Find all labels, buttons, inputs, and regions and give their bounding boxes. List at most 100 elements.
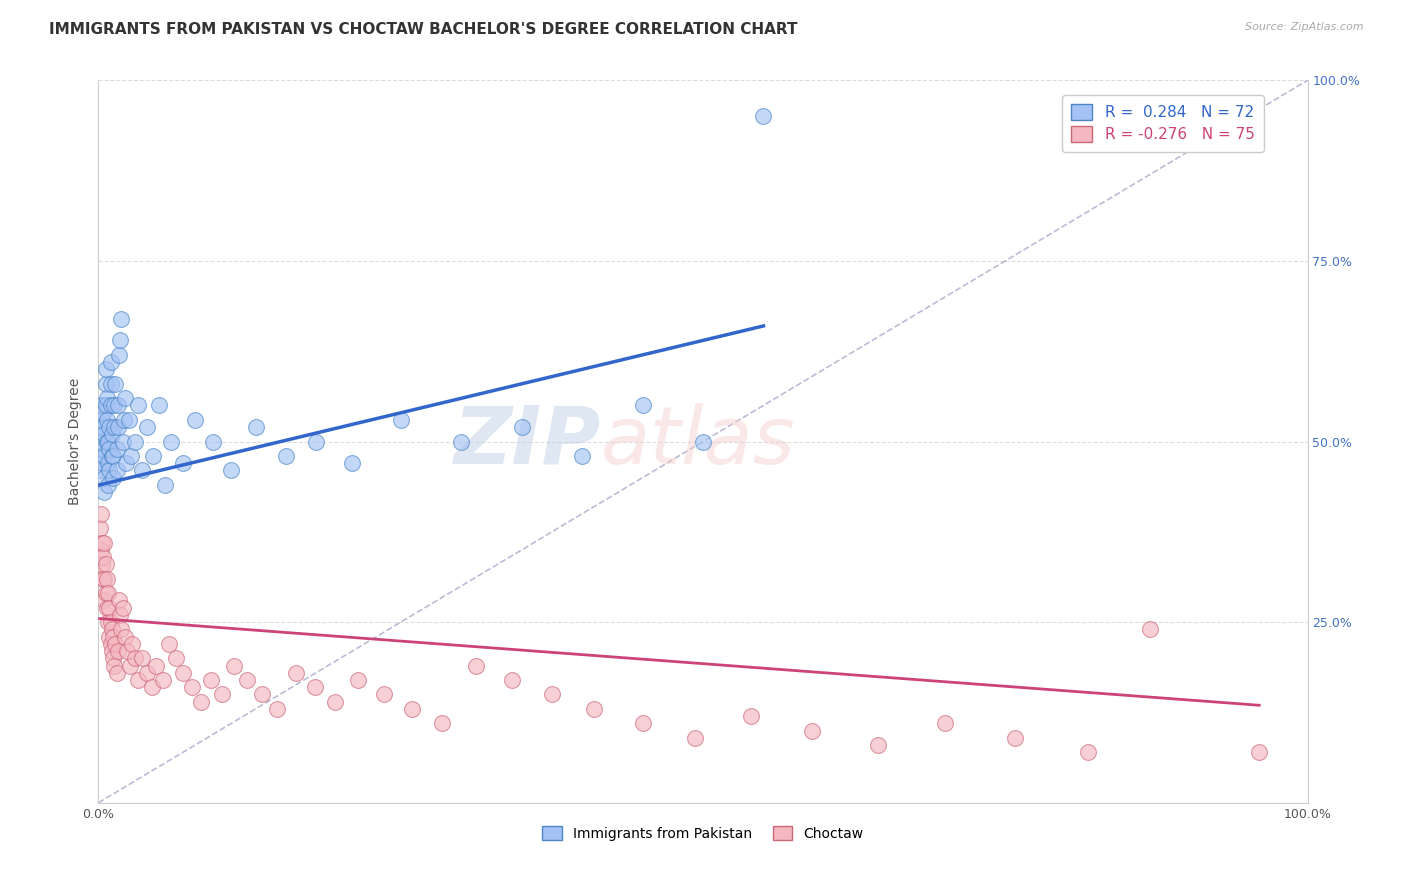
Point [112,413,135,427]
Point [148,398,170,412]
Point [104,637,127,651]
Point [135,665,157,680]
Point [401,702,423,716]
Point [105,665,128,680]
Point [114,630,136,644]
Point [142,449,165,463]
Point [127,398,149,412]
Point [90,507,112,521]
Point [540,687,562,701]
Point [274,449,297,463]
Point [222,658,245,673]
Point [98,600,121,615]
Point [100,449,122,463]
Point [93,593,115,607]
Point [91,550,114,565]
Point [683,731,706,745]
Point [152,673,174,687]
Point [211,687,233,701]
Point [93,485,115,500]
Point [1004,731,1026,745]
Point [631,398,654,412]
Point [120,449,142,463]
Point [100,376,122,391]
Point [94,398,117,412]
Point [111,434,134,449]
Point [91,434,114,449]
Point [250,687,273,701]
Point [90,542,112,557]
Point [93,427,115,442]
Point [115,456,138,470]
Point [101,470,124,484]
Point [97,434,120,449]
Point [1139,623,1161,637]
Point [96,600,118,615]
Point [93,470,115,484]
Point [108,348,131,362]
Point [110,623,132,637]
Point [347,673,370,687]
Point [94,586,117,600]
Point [107,398,129,412]
Point [172,665,194,680]
Point [135,420,157,434]
Point [121,637,143,651]
Point [91,456,114,470]
Point [94,558,117,572]
Point [93,535,115,549]
Point [114,391,136,405]
Point [91,442,114,456]
Y-axis label: Bachelor's Degree: Bachelor's Degree [69,378,83,505]
Point [91,420,114,434]
Point [94,376,117,391]
Point [752,110,775,124]
Point [583,702,606,716]
Point [145,658,167,673]
Point [100,637,122,651]
Point [98,463,121,477]
Point [91,406,114,420]
Point [160,434,183,449]
Point [692,434,714,449]
Point [111,600,134,615]
Point [96,434,118,449]
Point [510,420,533,434]
Point [91,413,114,427]
Text: atlas: atlas [600,402,794,481]
Point [131,651,153,665]
Point [141,680,163,694]
Point [96,572,118,586]
Point [631,716,654,731]
Point [103,398,125,412]
Point [97,615,120,630]
Point [118,658,141,673]
Point [107,420,129,434]
Point [236,673,259,687]
Point [89,521,111,535]
Point [430,716,453,731]
Point [304,680,326,694]
Point [100,644,122,658]
Point [153,478,176,492]
Point [90,449,112,463]
Point [105,463,128,477]
Point [93,572,115,586]
Point [202,434,225,449]
Point [89,463,111,477]
Point [450,434,472,449]
Point [127,673,149,687]
Point [93,449,115,463]
Point [90,427,112,442]
Text: ZIP: ZIP [453,402,600,481]
Point [97,586,120,600]
Point [100,427,122,442]
Point [124,434,146,449]
Point [165,651,187,665]
Point [100,615,122,630]
Point [221,463,243,477]
Point [124,651,146,665]
Point [1076,745,1098,759]
Point [96,391,118,405]
Point [389,413,412,427]
